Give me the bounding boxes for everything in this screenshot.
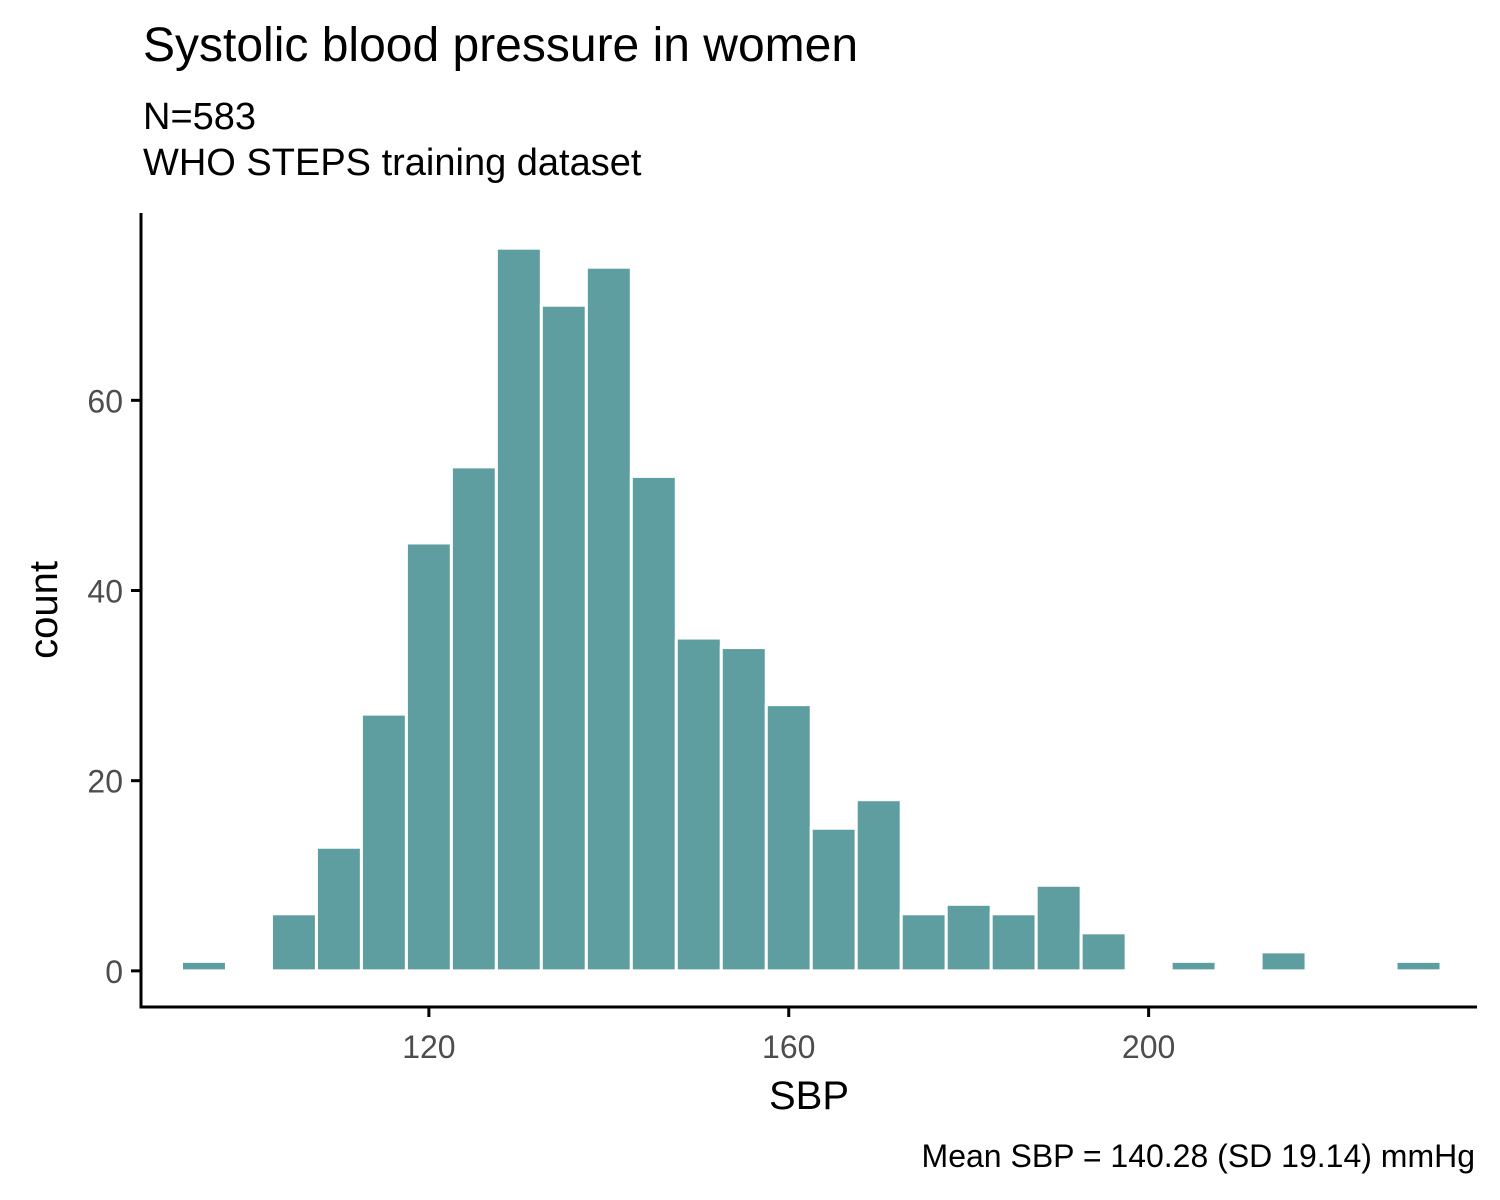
x-tick-label: 120 xyxy=(402,1029,455,1065)
chart-title: Systolic blood pressure in women xyxy=(143,19,859,72)
bars-group xyxy=(179,246,1443,973)
histogram-bar xyxy=(809,826,858,973)
chart-caption: Mean SBP = 140.28 (SD 19.14) mmHg xyxy=(921,1138,1475,1174)
histogram-bar xyxy=(269,912,318,973)
histogram-bar xyxy=(989,912,1038,973)
x-axis-label: SBP xyxy=(769,1074,849,1118)
histogram-bar xyxy=(1394,959,1443,973)
histogram-bar xyxy=(584,265,633,973)
histogram-bar xyxy=(629,474,678,973)
y-tick-label: 20 xyxy=(87,764,123,800)
y-axis-label: count xyxy=(22,561,66,659)
x-tick-label: 160 xyxy=(762,1029,815,1065)
histogram-bar xyxy=(539,303,588,973)
histogram-bar xyxy=(494,246,543,973)
histogram-bar xyxy=(179,959,228,973)
chart-subtitle-line-2: WHO STEPS training dataset xyxy=(143,142,642,184)
histogram-bar xyxy=(899,912,948,973)
histogram-bar xyxy=(1169,959,1218,973)
histogram-bar xyxy=(764,703,813,973)
histogram-bar xyxy=(1034,883,1083,973)
histogram-bar xyxy=(719,646,768,973)
x-tick-label: 200 xyxy=(1122,1029,1175,1065)
y-tick-label: 40 xyxy=(87,574,123,610)
histogram-bar xyxy=(1079,931,1128,973)
x-axis-ticks: 120 160 200 xyxy=(402,1007,1175,1065)
histogram-bar xyxy=(854,798,903,973)
histogram-bar xyxy=(314,845,363,973)
histogram-bar xyxy=(404,541,453,973)
y-tick-label: 60 xyxy=(87,383,123,419)
y-axis-ticks: 0 20 40 60 xyxy=(87,383,141,990)
histogram-bar xyxy=(359,712,408,973)
histogram-bar xyxy=(1259,950,1308,973)
histogram-bar xyxy=(944,902,993,973)
chart-subtitle-line-1: N=583 xyxy=(143,96,257,138)
histogram-bar xyxy=(674,636,723,973)
histogram-bar xyxy=(449,465,498,973)
y-tick-label: 0 xyxy=(105,954,123,990)
